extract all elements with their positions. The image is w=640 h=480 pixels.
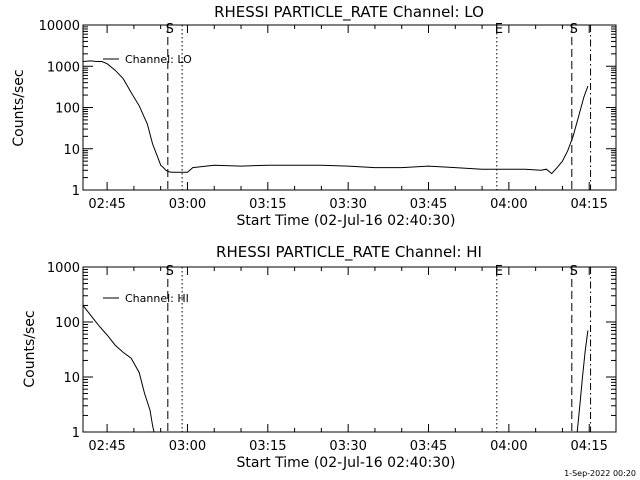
plot-frame bbox=[82, 266, 617, 433]
y-tick-label: 10 bbox=[63, 371, 80, 386]
y-tick-label: 100 bbox=[55, 316, 80, 331]
legend-entry: Channel: HI bbox=[125, 292, 189, 305]
x-axis: 02:45 03:00 03:15 03:30 03:45 04:00 04:15 bbox=[88, 267, 617, 454]
chart-panel-hi: RHESSI PARTICLE_RATE Channel: HI 1101001… bbox=[22, 243, 617, 471]
chart-panel-lo: RHESSI PARTICLE_RATE Channel: LO 1101001… bbox=[11, 3, 617, 229]
series-line bbox=[82, 60, 589, 175]
event-marker-label: E bbox=[495, 22, 503, 37]
x-axis: 02:45 03:00 03:15 03:30 03:45 04:00 04:15 bbox=[88, 25, 617, 212]
y-axis: 1 10 100 1000 bbox=[47, 261, 616, 441]
x-tick-label: 03:15 bbox=[249, 197, 286, 212]
event-marker-label: S bbox=[570, 22, 578, 37]
x-axis-label: Start Time (02-Jul-16 02:40:30) bbox=[236, 455, 455, 471]
y-tick-label: 100 bbox=[55, 102, 80, 117]
event-marker-label: S bbox=[570, 264, 578, 279]
y-tick-label: 1000 bbox=[47, 261, 80, 276]
x-tick-label: 03:15 bbox=[249, 439, 286, 454]
y-axis: 1 10 100 1000 10000 bbox=[39, 19, 616, 199]
x-tick-label: 04:00 bbox=[490, 197, 527, 212]
series-line bbox=[82, 305, 155, 433]
event-marker-label: E bbox=[495, 264, 503, 279]
series-lines bbox=[82, 60, 589, 175]
series-line bbox=[576, 330, 589, 433]
event-marker-label: S bbox=[166, 264, 174, 279]
legend: Channel: LO bbox=[103, 53, 192, 66]
x-tick-label: 04:00 bbox=[490, 439, 527, 454]
x-tick-label: 04:15 bbox=[570, 197, 607, 212]
x-tick-label: 03:00 bbox=[169, 439, 206, 454]
x-tick-label: 03:45 bbox=[410, 197, 447, 212]
chart-title: RHESSI PARTICLE_RATE Channel: LO bbox=[214, 3, 484, 22]
y-tick-label: 1 bbox=[72, 426, 80, 441]
x-tick-label: 03:30 bbox=[329, 439, 366, 454]
event-marker-label: S bbox=[166, 22, 174, 37]
x-tick-label: 03:00 bbox=[169, 197, 206, 212]
x-tick-label: 04:15 bbox=[570, 439, 607, 454]
x-axis-label: Start Time (02-Jul-16 02:40:30) bbox=[236, 213, 455, 229]
chart-title: RHESSI PARTICLE_RATE Channel: HI bbox=[216, 243, 482, 262]
plot-frame bbox=[82, 24, 617, 191]
y-axis-label: Counts/sec bbox=[22, 310, 38, 387]
y-tick-label: 10000 bbox=[39, 19, 80, 34]
y-axis-label: Counts/sec bbox=[11, 69, 27, 146]
footer-timestamp: 1-Sep-2022 00:20 bbox=[564, 469, 636, 478]
y-tick-label: 10 bbox=[63, 143, 80, 158]
x-tick-label: 02:45 bbox=[88, 439, 125, 454]
x-tick-label: 03:45 bbox=[410, 439, 447, 454]
series-lines bbox=[82, 305, 589, 433]
x-tick-label: 03:30 bbox=[329, 197, 366, 212]
x-tick-label: 02:45 bbox=[88, 197, 125, 212]
legend-entry: Channel: LO bbox=[125, 53, 192, 66]
y-tick-label: 1 bbox=[72, 184, 80, 199]
legend: Channel: HI bbox=[103, 292, 189, 305]
y-tick-label: 1000 bbox=[47, 60, 80, 75]
